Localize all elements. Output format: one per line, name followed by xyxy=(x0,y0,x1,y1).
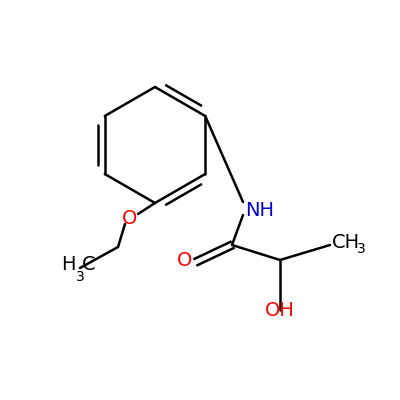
Text: 3: 3 xyxy=(76,270,85,284)
Text: C: C xyxy=(82,256,96,274)
Text: H: H xyxy=(62,256,76,274)
Text: CH: CH xyxy=(332,234,360,252)
Text: NH: NH xyxy=(245,200,274,220)
Text: 3: 3 xyxy=(357,242,366,256)
Text: OH: OH xyxy=(265,301,295,320)
Text: O: O xyxy=(122,208,138,228)
Text: O: O xyxy=(177,252,193,270)
